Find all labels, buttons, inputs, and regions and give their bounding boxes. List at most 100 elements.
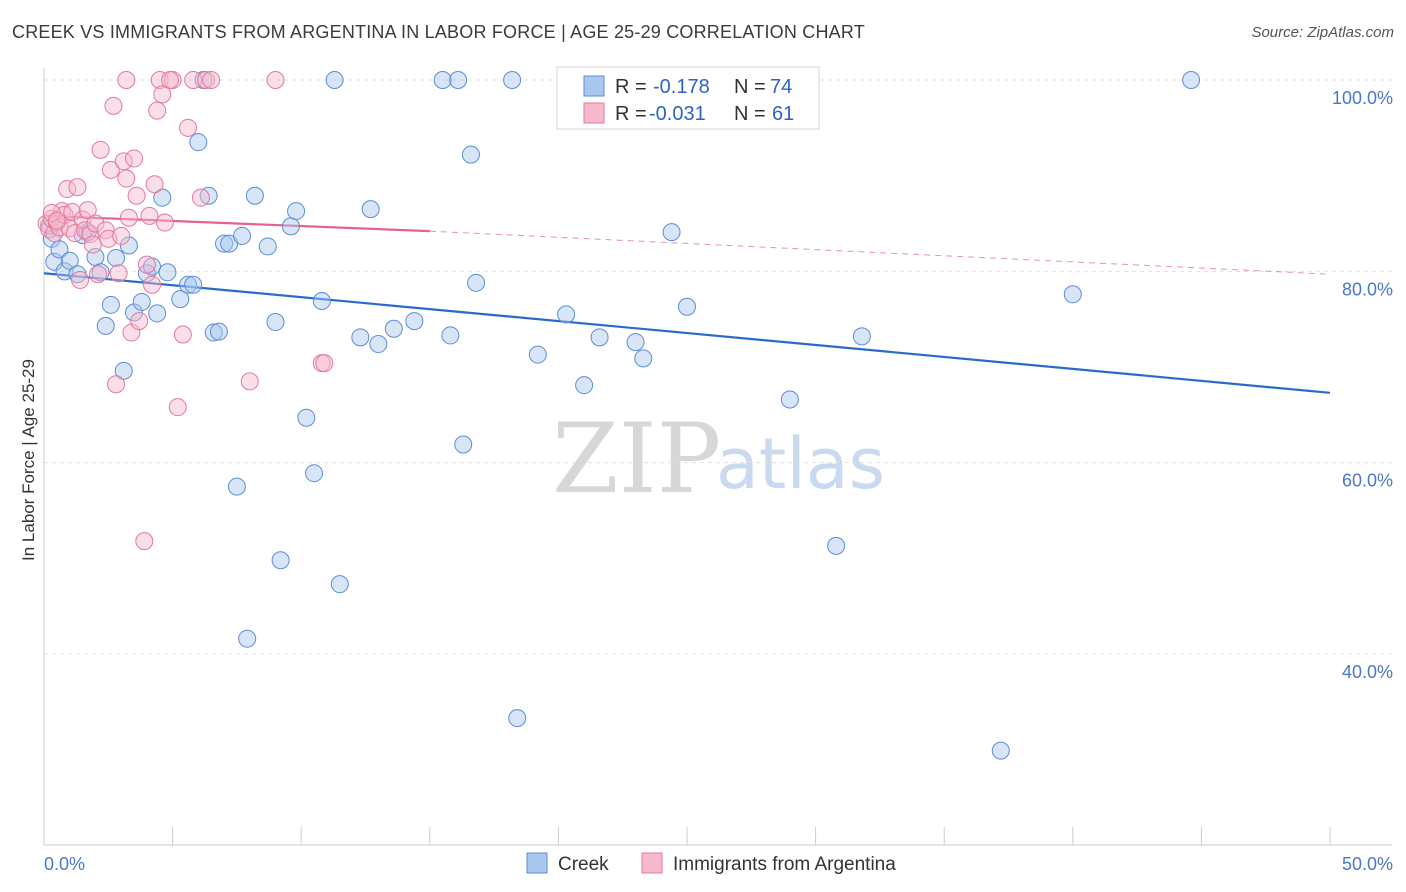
creek-point-41 bbox=[297, 408, 316, 427]
creek-point-62 bbox=[590, 328, 609, 347]
creek-point-53 bbox=[449, 71, 468, 89]
creek-point-55 bbox=[461, 145, 480, 164]
source-credit: Source: ZipAtlas.com bbox=[1251, 24, 1394, 41]
y-tick-label-0: 100.0% bbox=[1332, 88, 1393, 108]
grid-lines bbox=[44, 79, 1392, 655]
creek-point-49 bbox=[384, 319, 403, 338]
legend-r-label-argentina: R = bbox=[615, 103, 647, 125]
creek-point-30 bbox=[215, 234, 234, 253]
creek-point-52 bbox=[441, 326, 460, 345]
argentina-point-60 bbox=[117, 71, 136, 89]
argentina-point-31 bbox=[119, 208, 138, 227]
argentina-point-11 bbox=[65, 224, 84, 243]
legend-r-value-argentina: -0.031 bbox=[649, 103, 706, 125]
argentina-point-18 bbox=[83, 235, 102, 254]
creek-point-56 bbox=[467, 273, 486, 292]
argentina-point-51 bbox=[197, 71, 216, 89]
creek-point-58 bbox=[508, 709, 527, 728]
creek-point-43 bbox=[312, 291, 331, 310]
creek-point-60 bbox=[557, 305, 576, 324]
legend-swatch-creek bbox=[583, 75, 605, 97]
x-tick-label-0: 0.0% bbox=[44, 854, 85, 874]
argentina-point-27 bbox=[109, 264, 128, 283]
creek-point-37 bbox=[266, 313, 285, 332]
creek-point-12 bbox=[107, 248, 126, 267]
argentina-trend-extension bbox=[429, 230, 1331, 275]
axes bbox=[43, 68, 1392, 846]
argentina-point-44 bbox=[155, 213, 174, 232]
creek-point-63 bbox=[626, 333, 645, 352]
creek-point-20 bbox=[153, 188, 172, 207]
argentina-point-56 bbox=[315, 354, 334, 373]
creek-point-48 bbox=[369, 335, 388, 354]
creek-point-66 bbox=[678, 297, 696, 316]
y-tick-label-2: 60.0% bbox=[1342, 471, 1393, 491]
creek-point-13 bbox=[114, 361, 133, 380]
creek-point-14 bbox=[119, 236, 138, 255]
creek-point-44 bbox=[325, 71, 344, 89]
watermark-zip: ZIP bbox=[552, 403, 721, 515]
argentina-point-37 bbox=[137, 255, 156, 274]
argentina-point-47 bbox=[173, 325, 192, 344]
creek-point-47 bbox=[361, 200, 380, 219]
argentina-trend-line bbox=[43, 214, 430, 233]
creek-point-67 bbox=[780, 390, 799, 409]
argentina-point-42 bbox=[150, 71, 169, 89]
trend-lines bbox=[43, 214, 1331, 394]
y-tick-label-3: 40.0% bbox=[1342, 662, 1393, 682]
bottom-legend-swatch-creek bbox=[526, 852, 548, 874]
argentina-point-21 bbox=[91, 140, 110, 159]
argentina-point-10 bbox=[63, 203, 82, 222]
argentina-point-36 bbox=[135, 532, 154, 551]
creek-point-65 bbox=[662, 223, 681, 242]
argentina-point-58 bbox=[47, 211, 66, 230]
legend-n-value-argentina: 61 bbox=[772, 103, 794, 125]
creek-point-61 bbox=[575, 376, 594, 395]
creek-point-24 bbox=[184, 275, 203, 294]
argentina-point-38 bbox=[140, 206, 159, 225]
argentina-point-35 bbox=[130, 312, 149, 331]
legend-swatch-argentina bbox=[583, 102, 605, 124]
y-axis-label: In Labor Force | Age 25-29 bbox=[19, 359, 38, 561]
creek-point-35 bbox=[245, 186, 264, 205]
legend-r-label-creek: R = bbox=[615, 76, 647, 98]
chart-title: CREEK VS IMMIGRANTS FROM ARGENTINA IN LA… bbox=[12, 22, 865, 42]
y-tick-labels: 100.0% 80.0% 60.0% 40.0% bbox=[1332, 88, 1393, 682]
creek-point-11 bbox=[101, 295, 120, 314]
creek-point-33 bbox=[233, 226, 252, 245]
argentina-point-13 bbox=[71, 270, 90, 289]
argentina-point-49 bbox=[184, 71, 203, 89]
creek-point-51 bbox=[433, 71, 452, 89]
creek-point-54 bbox=[454, 435, 473, 454]
creek-point-68 bbox=[827, 536, 846, 555]
creek-point-21 bbox=[158, 263, 177, 282]
series-legend: Creek Immigrants from Argentina bbox=[526, 852, 896, 875]
creek-point-25 bbox=[189, 133, 208, 152]
creek-point-40 bbox=[287, 202, 306, 221]
argentina-point-34 bbox=[127, 186, 146, 205]
creek-point-39 bbox=[281, 217, 300, 236]
creek-point-22 bbox=[171, 290, 190, 309]
watermark-atlas: atlas bbox=[716, 423, 885, 505]
creek-point-72 bbox=[1182, 71, 1201, 89]
bottom-legend-label-argentina: Immigrants from Argentina bbox=[673, 854, 896, 875]
creek-point-70 bbox=[991, 741, 1010, 760]
creek-point-50 bbox=[405, 312, 424, 331]
creek-point-69 bbox=[852, 327, 871, 346]
argentina-point-53 bbox=[240, 372, 259, 391]
creek-point-46 bbox=[351, 328, 370, 347]
x-tick-label-1: 50.0% bbox=[1342, 854, 1393, 874]
creek-point-42 bbox=[305, 464, 324, 483]
creek-point-32 bbox=[227, 477, 246, 496]
creek-point-16 bbox=[132, 292, 151, 311]
creek-point-36 bbox=[258, 237, 277, 256]
argentina-point-12 bbox=[68, 178, 87, 197]
legend-n-value-creek: 74 bbox=[770, 76, 792, 98]
creek-point-2 bbox=[50, 240, 69, 259]
x-tick-labels: 0.0% 50.0% bbox=[44, 854, 1393, 874]
argentina-point-24 bbox=[101, 160, 120, 179]
bottom-legend-swatch-argentina bbox=[641, 852, 663, 874]
legend-r-value-creek: -0.178 bbox=[653, 76, 710, 98]
y-tick-label-1: 80.0% bbox=[1342, 279, 1393, 299]
